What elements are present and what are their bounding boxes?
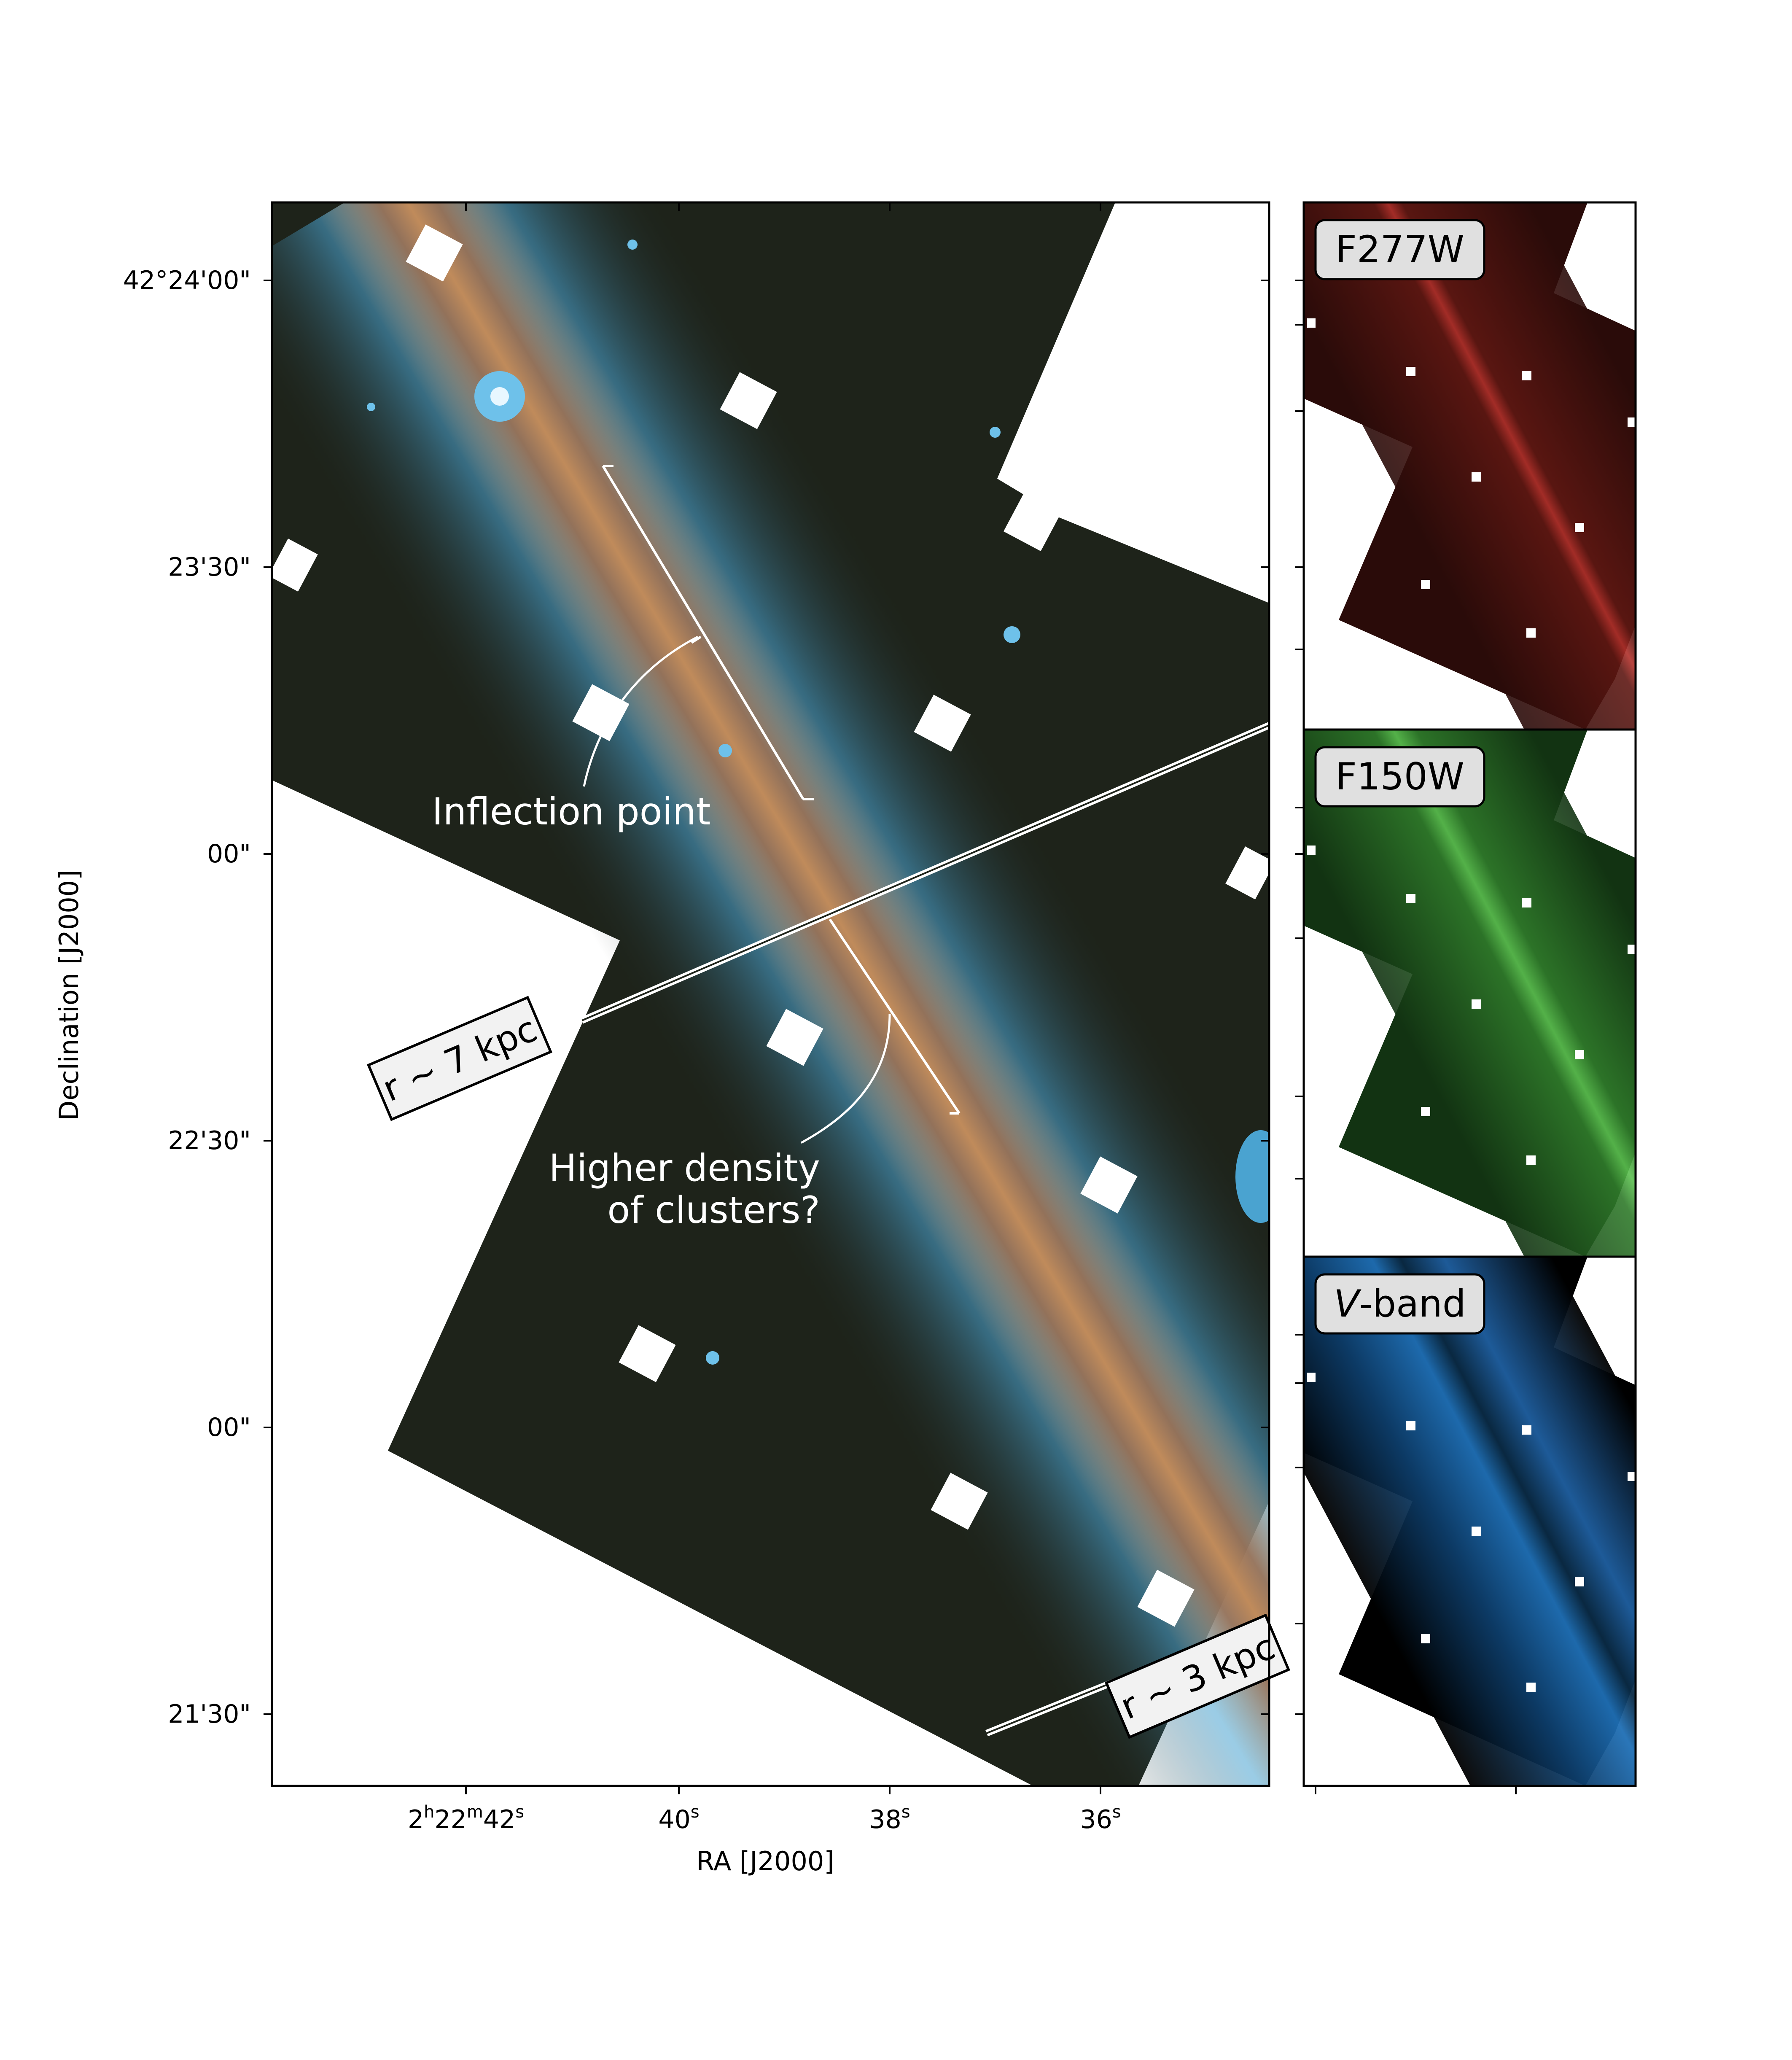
y-tick-marks [264, 280, 1269, 1715]
arrow-density [800, 1014, 891, 1144]
side-tick-marks [1295, 280, 1517, 1794]
x-tick-label: 38s [869, 1802, 910, 1834]
y-tick-label: 00" [207, 839, 251, 869]
y-tick-label: 23'30" [168, 552, 251, 582]
masked-chips [272, 224, 1269, 1627]
y-tick-label: 00" [207, 1413, 251, 1442]
y-tick-label: 22'30" [168, 1126, 251, 1155]
x-tick-marks [465, 202, 1101, 1794]
main-image: Inflection point Higher density of clust… [272, 202, 1269, 1786]
star [990, 427, 1001, 438]
x-tick-label: 40s [658, 1802, 699, 1834]
bright-star-core [490, 387, 509, 406]
label-box-7kpc: r ~ 7 kpc [367, 996, 552, 1121]
panel-label-f277w: F277W [1314, 219, 1485, 280]
galaxy-disk [272, 202, 1269, 1786]
star [1004, 626, 1020, 643]
y-tick-labels: 42°24'00" 23'30" 00" 22'30" 00" 21'30" [123, 266, 251, 1729]
panel-label-vband-text: V-band [1334, 1282, 1466, 1325]
radius-line-7kpc [580, 722, 1269, 1024]
star [718, 744, 732, 757]
panel-vband-frame [1302, 1255, 1637, 1787]
y-tick-label: 42°24'00" [123, 266, 251, 295]
star [627, 240, 638, 250]
panel-vband-image [1304, 1257, 1636, 1786]
annotation-density-2: of clusters? [607, 1188, 820, 1232]
y-axis-label: Declination [J2000] [54, 870, 84, 1121]
star [706, 1351, 719, 1365]
arrow-inflection [583, 636, 699, 787]
y-tick-label: 21'30" [168, 1699, 251, 1729]
panel-label-f150w-text: F150W [1335, 755, 1464, 798]
bright-patch [1235, 1130, 1269, 1223]
panel-label-f150w: F150W [1314, 746, 1485, 808]
annotation-density-1: Higher density [549, 1146, 820, 1190]
x-tick-labels: 2h22m42s 40s 38s 36s [408, 1802, 1121, 1834]
main-panel-frame [271, 201, 1270, 1787]
annotation-inflection: Inflection point [432, 790, 711, 833]
x-tick-label: 36s [1080, 1802, 1121, 1834]
bracket-density [829, 918, 961, 1115]
x-axis-label: RA [J2000] [696, 1846, 834, 1877]
panel-label-vband: V-band [1314, 1273, 1485, 1335]
panel-label-f277w-text: F277W [1335, 228, 1464, 271]
x-tick-label: 2h22m42s [408, 1802, 524, 1834]
bracket-inflection [602, 465, 814, 800]
star [367, 403, 375, 411]
